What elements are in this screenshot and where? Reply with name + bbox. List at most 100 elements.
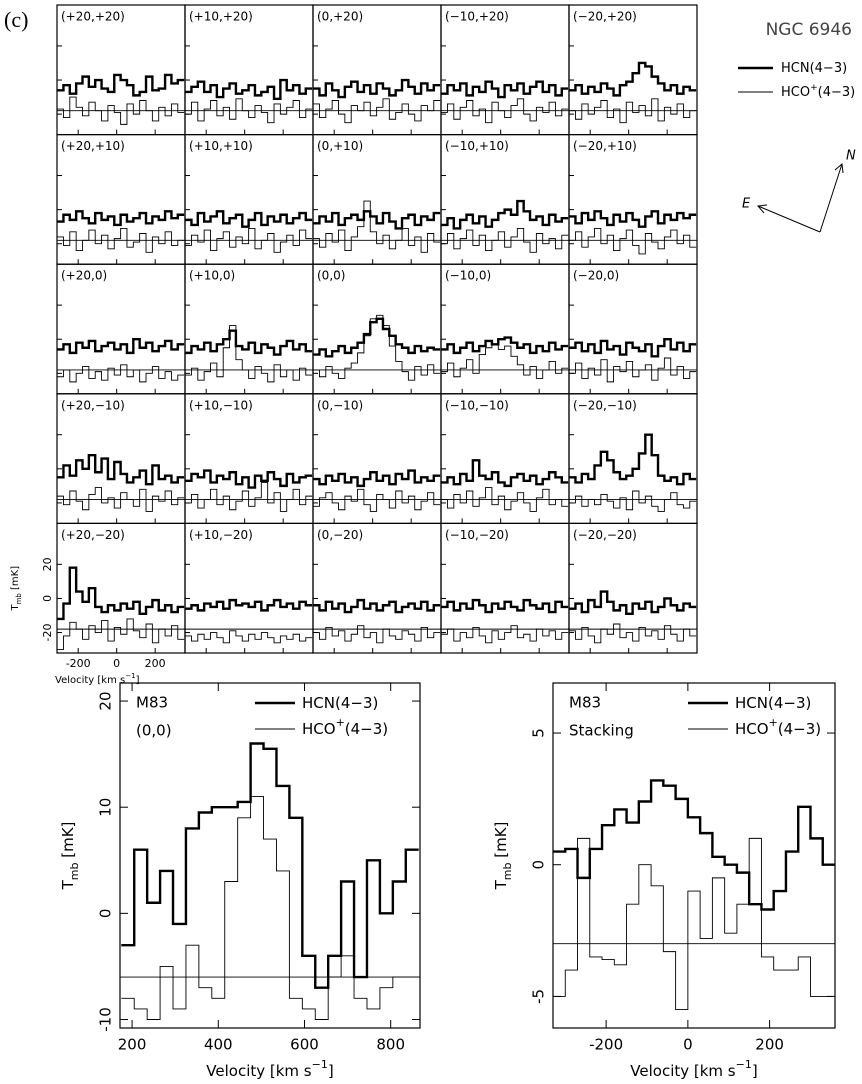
spectrum [569, 433, 697, 486]
panel-label: (0,+20) [317, 10, 363, 24]
panel-label: (+10,−10) [189, 398, 253, 412]
spectrum [441, 227, 569, 253]
legend-label-part: HCN(4−3) [735, 694, 811, 712]
panel-frame [312, 134, 442, 265]
spectrum [57, 453, 185, 486]
panel-label: (0,−10) [317, 398, 363, 412]
x-tick-label: -200 [66, 657, 91, 670]
spectrum [313, 317, 441, 358]
spectrum [313, 98, 441, 124]
panel-label: (−20,−20) [573, 528, 637, 542]
y-axis-label-part: [mK] [10, 566, 21, 593]
x-tick-label: 600 [290, 1036, 319, 1054]
spectrum [553, 779, 835, 911]
legend-label-part: HCN(4−3) [302, 694, 378, 712]
legend-label: HCN(4−3) [781, 61, 847, 76]
y-tick-label: -5 [530, 989, 548, 1004]
legend-label: HCO+(4−3) [302, 716, 388, 738]
compass-e: E [742, 197, 751, 212]
spectrum [313, 625, 441, 644]
y-axis-label-part: T [492, 879, 510, 890]
y-tick-label: 20 [97, 691, 115, 710]
x-axis-label-part: −1 [736, 1058, 752, 1071]
spectrum [57, 210, 185, 227]
spectrum [441, 343, 569, 379]
legend-label: HCN(4−3) [302, 694, 378, 712]
annotation: (0,0) [136, 722, 172, 740]
x-axis-label: Velocity [km s−1] [630, 1058, 757, 1080]
panel-label: (+20,0) [61, 269, 107, 283]
legend-label-part: + [336, 716, 345, 729]
y-tick-label: -10 [97, 1007, 115, 1032]
panel-label: (+20,+20) [61, 10, 125, 24]
annotation: M83 [136, 694, 168, 712]
spectrum [313, 200, 441, 253]
spectrum [569, 623, 697, 644]
y-axis-label: Tmb [mK] [10, 566, 23, 612]
spectrum [569, 590, 697, 615]
panel-frame [568, 522, 698, 654]
spectrum [569, 357, 697, 383]
legend-label-part: + [810, 83, 818, 93]
y-axis-label-part: mb [15, 593, 23, 605]
compass-head [757, 204, 768, 214]
panel-frame [312, 263, 442, 395]
panel-label: (−10,+10) [445, 139, 509, 153]
spectrum [57, 338, 185, 355]
panel-label: (+10,+10) [189, 139, 253, 153]
spectrum [313, 469, 441, 488]
spectrum [313, 488, 441, 512]
panel-label: (0,0) [317, 269, 345, 283]
x-axis-label-part: Velocity [km s [630, 1062, 736, 1080]
legend-label-part: (4−3) [778, 720, 821, 738]
x-tick-label: 200 [755, 1036, 784, 1054]
y-axis-label: Tmb [mK] [492, 822, 514, 891]
panel-label: (−10,−10) [445, 398, 509, 412]
spectrum [553, 837, 835, 1011]
spectrum [57, 566, 185, 621]
spectrum [185, 78, 313, 100]
legend-label-part: + [769, 716, 778, 729]
y-axis-label: Tmb [mK] [59, 822, 81, 891]
legend-label: HCN(4−3) [735, 694, 811, 712]
spectrum [185, 329, 313, 356]
spectrum [569, 227, 697, 255]
spectrum [185, 630, 313, 644]
panel-label: (+10,−20) [189, 528, 253, 542]
spectrum [57, 618, 185, 651]
legend-label-part: HCO [302, 720, 336, 738]
spectrum [441, 336, 569, 355]
spectrum [313, 314, 441, 381]
spectrum [441, 199, 569, 230]
legend-label-part: HCN(4−3) [781, 61, 847, 76]
x-axis-label-part: Velocity [km s [206, 1062, 312, 1080]
panel-label: (−10,−20) [445, 528, 509, 542]
spectrum [57, 96, 185, 125]
spectrum [441, 459, 569, 488]
y-tick-label: 10 [97, 798, 115, 817]
y-tick-label: 5 [530, 728, 548, 738]
y-tick-label: 20 [41, 557, 54, 571]
chart-title: NGC 6946 [766, 20, 852, 40]
annotation: M83 [569, 694, 601, 712]
x-tick-label: 800 [376, 1036, 405, 1054]
spectrum [441, 98, 569, 124]
panel-label: (+10,0) [189, 269, 235, 283]
legend-label: HCO+(4−3) [735, 716, 821, 738]
spectrum [185, 598, 313, 612]
spectrum [57, 487, 185, 512]
legend-label-part: (4−3) [818, 85, 856, 100]
panel-label: (−20,+20) [573, 10, 637, 24]
x-axis-label-part: Velocity [km s [55, 675, 125, 686]
spectrum [441, 80, 569, 99]
annotation: Stacking [569, 722, 634, 740]
y-axis-label-part: [mK] [59, 822, 77, 863]
x-axis-label-part: −1 [125, 672, 135, 680]
x-tick-label: 200 [145, 657, 166, 670]
spectrum [441, 625, 569, 644]
compass-n: N [846, 149, 856, 164]
spectrum [569, 338, 697, 358]
panel-label: (+20,−10) [61, 398, 125, 412]
spectrum [121, 796, 419, 1020]
